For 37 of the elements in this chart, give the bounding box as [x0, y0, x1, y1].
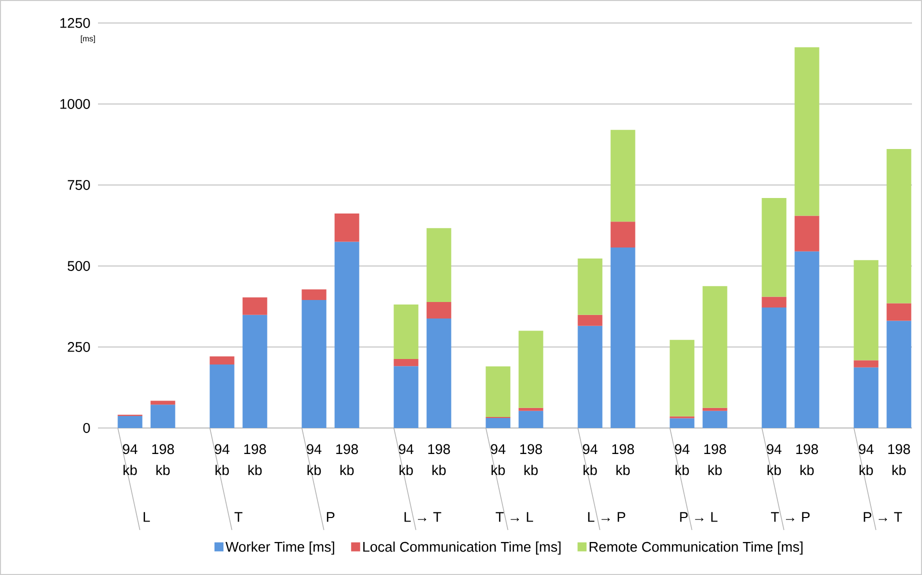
y-axis-title: [ms]: [80, 36, 95, 43]
x-tick-label: 94 kb: [858, 444, 874, 476]
x-tick-label: 94 kb: [306, 444, 322, 476]
y-tick-label: 1000: [60, 99, 90, 109]
text: T → P: [770, 512, 810, 522]
x-tick-label: 94 kb: [674, 444, 690, 476]
x-tick-label: 94 kb: [582, 444, 598, 476]
legend-label: Remote Communication Time [ms]: [590, 542, 802, 555]
x-tick-label: 94 kb: [398, 444, 414, 476]
x-tick-label: 198 kb: [704, 444, 726, 476]
y-tick-label: 250: [68, 342, 90, 352]
x-tick-label: 198 kb: [152, 444, 174, 476]
x-tick-label: 94 kb: [766, 444, 782, 476]
text: L → T: [404, 512, 442, 522]
y-tick-label: 0: [83, 423, 90, 433]
x-tick-label: 198 kb: [612, 444, 634, 476]
x-tick-label: 94 kb: [214, 444, 230, 476]
legend-label: Local Communication Time [ms]: [363, 542, 561, 555]
text: P → L: [680, 512, 718, 522]
text: L: [144, 512, 150, 522]
text: T → L: [496, 512, 534, 522]
x-tick-label: 198 kb: [796, 444, 818, 476]
x-tick-label: 94 kb: [490, 444, 506, 476]
x-tick-label: 198 kb: [520, 444, 542, 476]
text: T: [234, 512, 242, 522]
text: P: [326, 512, 334, 522]
text: P → T: [864, 512, 902, 522]
x-tick-label: 198 kb: [428, 444, 450, 476]
x-tick-label: 198 kb: [336, 444, 358, 476]
text: L → P: [588, 512, 626, 522]
y-tick-label: 1250: [60, 18, 90, 28]
x-tick-label: 198 kb: [244, 444, 266, 476]
y-tick-label: 750: [68, 180, 90, 190]
x-tick-label: 198 kb: [888, 444, 910, 476]
y-tick-label: 500: [68, 261, 90, 271]
legend-label: Worker Time [ms]: [226, 542, 334, 555]
x-tick-label: 94 kb: [122, 444, 138, 476]
